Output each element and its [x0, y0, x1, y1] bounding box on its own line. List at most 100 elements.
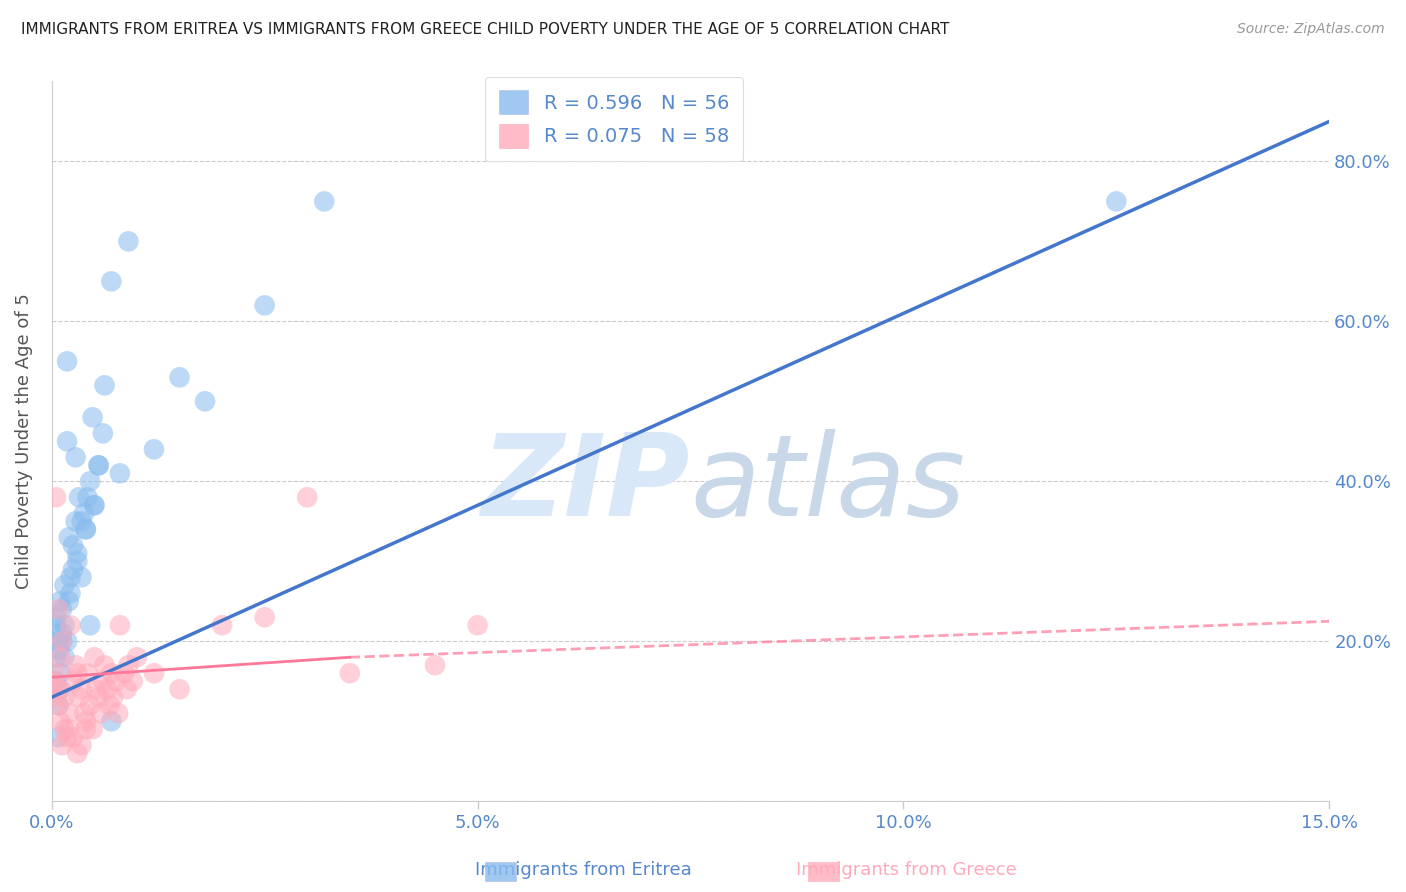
Point [58, 530, 80, 544]
Point [79, 475, 101, 489]
Legend: R = 0.596   N = 56, R = 0.075   N = 58: R = 0.596 N = 56, R = 0.075 N = 58 [485, 77, 742, 161]
Point [70, 514, 93, 528]
Point [51, 602, 73, 616]
Point [91, 674, 114, 689]
Point [76, 491, 98, 505]
Point [169, 682, 191, 697]
Point [108, 618, 131, 632]
Point [100, 666, 122, 681]
Point [87, 458, 110, 473]
Point [62, 562, 84, 576]
Point [100, 274, 122, 288]
Point [91, 426, 114, 441]
Point [45, 674, 67, 689]
Point [142, 666, 165, 681]
Point [423, 658, 446, 673]
Text: Source: ZipAtlas.com: Source: ZipAtlas.com [1237, 22, 1385, 37]
Point [121, 674, 143, 689]
Point [49, 682, 72, 697]
Point [253, 610, 276, 624]
Point [45, 610, 67, 624]
Point [90, 706, 112, 721]
Point [56, 634, 79, 648]
Point [107, 706, 129, 721]
Point [67, 690, 90, 705]
Point [56, 354, 79, 368]
Point [96, 682, 118, 697]
Point [65, 514, 87, 528]
Point [53, 578, 76, 592]
Point [314, 194, 336, 209]
Point [51, 634, 73, 648]
Point [65, 450, 87, 465]
Point [82, 410, 104, 425]
Point [51, 626, 73, 640]
Point [66, 746, 89, 760]
Point [66, 546, 89, 560]
Point [53, 723, 76, 737]
Point [84, 682, 107, 697]
Point [45, 491, 67, 505]
Point [62, 730, 84, 744]
Text: IMMIGRANTS FROM ERITREA VS IMMIGRANTS FROM GREECE CHILD POVERTY UNDER THE AGE OF: IMMIGRANTS FROM ERITREA VS IMMIGRANTS FR… [21, 22, 949, 37]
Point [48, 634, 70, 648]
Point [45, 666, 67, 681]
Point [45, 650, 67, 665]
Point [45, 618, 67, 632]
Point [169, 370, 191, 384]
Point [58, 706, 80, 721]
Point [76, 666, 98, 681]
Point [49, 714, 72, 729]
Point [98, 698, 121, 713]
Point [75, 522, 97, 536]
Point [115, 682, 138, 697]
Point [59, 618, 82, 632]
Point [117, 658, 139, 673]
Point [70, 682, 93, 697]
Point [211, 618, 233, 632]
Point [83, 498, 105, 512]
Point [70, 738, 93, 752]
Point [104, 674, 127, 689]
Point [58, 723, 80, 737]
Point [79, 698, 101, 713]
Point [48, 698, 70, 713]
Point [87, 690, 110, 705]
Point [101, 690, 124, 705]
Point [56, 434, 79, 449]
Point [70, 570, 93, 584]
Point [66, 554, 89, 568]
Point [51, 634, 73, 648]
Point [83, 650, 105, 665]
Point [62, 538, 84, 552]
Text: Immigrants from Eritrea: Immigrants from Eritrea [475, 861, 692, 879]
Point [93, 658, 115, 673]
Text: atlas: atlas [690, 429, 966, 540]
Point [59, 586, 82, 600]
Point [100, 714, 122, 729]
Point [49, 650, 72, 665]
Point [62, 674, 84, 689]
Point [48, 642, 70, 657]
Point [49, 666, 72, 681]
Point [297, 491, 319, 505]
Text: ZIP: ZIP [482, 429, 690, 540]
Point [49, 594, 72, 608]
Text: Immigrants from Greece: Immigrants from Greece [796, 861, 1018, 879]
Point [48, 602, 70, 616]
Point [48, 698, 70, 713]
Point [58, 594, 80, 608]
Point [75, 723, 97, 737]
Y-axis label: Child Poverty Under the Age of 5: Child Poverty Under the Age of 5 [15, 293, 32, 590]
Point [66, 666, 89, 681]
Point [56, 730, 79, 744]
Point [117, 235, 139, 249]
Point [339, 666, 361, 681]
Point [125, 650, 148, 665]
Point [142, 442, 165, 457]
Point [53, 650, 76, 665]
Point [53, 690, 76, 705]
Point [67, 491, 90, 505]
Point [82, 723, 104, 737]
Point [253, 298, 276, 312]
